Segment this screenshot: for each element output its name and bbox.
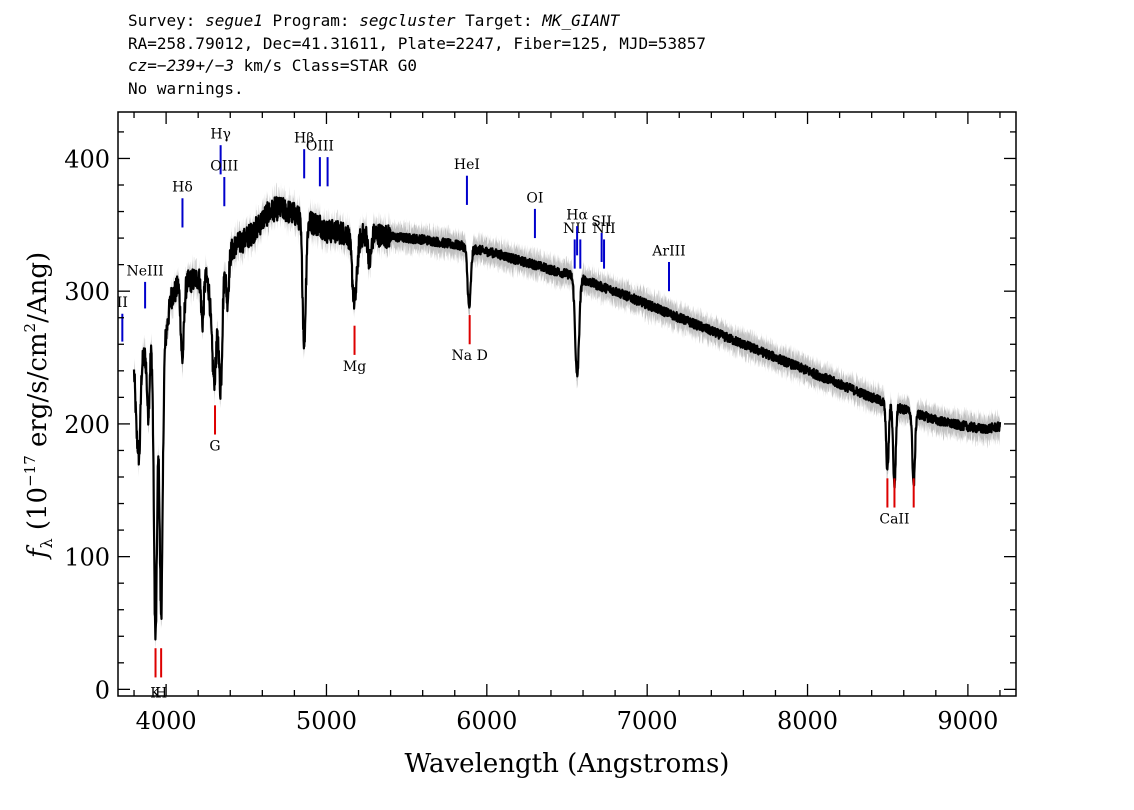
y-axis-close: /Ang) (23, 252, 53, 323)
x-tick-label: 4000 (136, 707, 197, 735)
survey-value: segue1 (205, 11, 263, 30)
absorption-line-label: CaII (879, 511, 909, 527)
x-tick-label: 8000 (777, 707, 838, 735)
axis-ticks (118, 112, 1016, 696)
absorption-line-label: G (209, 438, 220, 454)
spectrum-series (132, 196, 1002, 641)
x-tick-label: 9000 (937, 707, 998, 735)
x-tick-label: 6000 (456, 707, 517, 735)
absorption-line-label: K (150, 685, 161, 701)
x-axis-title: Wavelength (Angstroms) (405, 749, 730, 779)
y-axis-sub: λ (37, 538, 56, 548)
target-value: MK_GIANT (542, 11, 620, 30)
emission-line-label: OIII (306, 138, 334, 154)
cz-value: −239+/−3 (156, 56, 234, 75)
survey-label: Survey: (128, 11, 206, 30)
emission-line-label: Hα (566, 208, 588, 224)
y-tick-label: 200 (64, 411, 110, 439)
y-axis-exp2: 2 (21, 323, 39, 333)
y-axis-open: (10 (23, 487, 53, 539)
emission-line-label: NeIII (127, 263, 164, 279)
target-label: Target: (455, 11, 543, 30)
program-value: segcluster (359, 11, 456, 30)
error-band-area (134, 182, 1000, 650)
x-tick-label: 5000 (296, 707, 357, 735)
x-tick-label: 7000 (617, 707, 678, 735)
warnings-line: No warnings. (128, 78, 244, 98)
emission-line-label: Hγ (210, 127, 231, 143)
emission-line-label: SII (591, 214, 612, 230)
y-axis-title: fλ (10−17 erg/s/cm2/Ang) (21, 252, 56, 560)
emission-line-label: NII (563, 221, 586, 237)
program-label: Program: (262, 11, 360, 30)
y-tick-label: 300 (64, 278, 110, 306)
cz-label: cz (128, 56, 148, 75)
spectrum-header: Survey: segue1 Program: segcluster Targe… (128, 10, 706, 100)
coordinates-line: RA=258.79012, Dec=41.31611, Plate=2247, … (128, 33, 706, 53)
y-tick-label: 100 (64, 544, 110, 572)
survey-line: Survey: segue1 Program: segcluster Targe… (128, 10, 706, 33)
absorption-line-label: Na D (452, 348, 488, 364)
emission-line-label: ArIII (651, 243, 685, 259)
plot-frame (117, 111, 1017, 697)
emission-line-label: OI (526, 190, 543, 206)
emission-line-label: OIII (210, 158, 238, 174)
class-text: km/s Class=STAR G0 (233, 56, 417, 75)
emission-line-label: Hβ (294, 131, 314, 147)
emission-line-label: II (117, 295, 128, 311)
absorption-line-label: Mg (343, 359, 366, 375)
cz-equals: = (147, 56, 157, 75)
tick-labels: 4000 5000 6000 7000 8000 9000 0 100 200 300 400 (64, 145, 998, 735)
y-tick-label: 400 (64, 145, 110, 173)
y-tick-label: 0 (95, 676, 110, 704)
emission-line-label: HeI (454, 157, 480, 173)
absorption-line-label: H (155, 685, 167, 701)
y-axis-exp1: −17 (21, 455, 39, 487)
redshift-line: cz=−239+/−3 km/s Class=STAR G0 (128, 55, 706, 78)
emission-line-label: NII (592, 221, 615, 237)
y-axis-mid: erg/s/cm (23, 332, 53, 455)
error-band (134, 182, 1000, 650)
emission-line-label: Hδ (172, 180, 193, 196)
spectrum-line (132, 196, 1002, 641)
